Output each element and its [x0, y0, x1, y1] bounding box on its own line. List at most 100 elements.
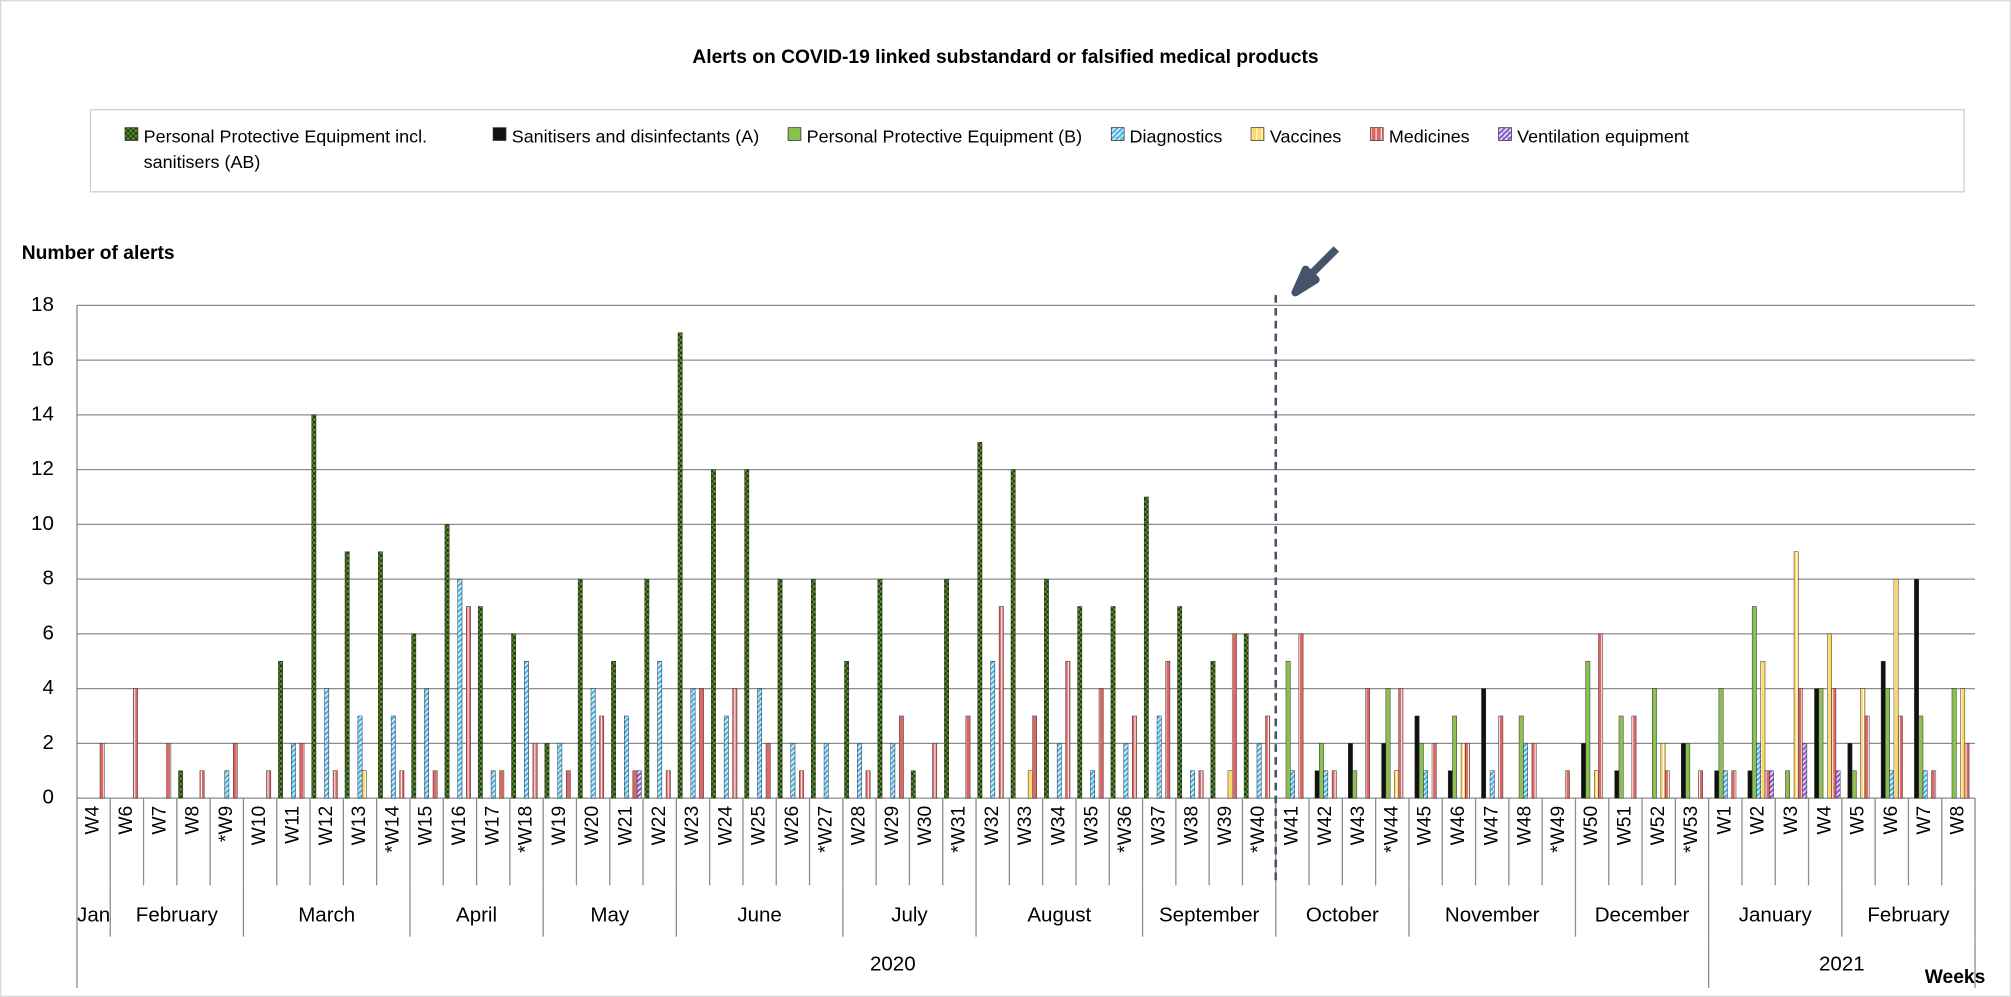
bar — [178, 770, 184, 799]
x-tick-label: *W53 — [1681, 806, 1702, 853]
bar — [657, 660, 663, 799]
bar — [1290, 770, 1295, 799]
bar — [1581, 743, 1586, 799]
bar — [723, 715, 729, 799]
x-tick-label: W43 — [1348, 806, 1369, 846]
bar — [1156, 715, 1162, 799]
bar — [599, 715, 605, 799]
x-tick-label: W33 — [1015, 806, 1036, 846]
bar — [1198, 770, 1204, 799]
bar — [1110, 606, 1116, 799]
bar — [1177, 606, 1183, 799]
x-tick-label: W47 — [1481, 806, 1502, 846]
legend-label: Ventilation equipment — [1517, 125, 1689, 147]
x-tick-label: W15 — [416, 806, 437, 846]
bar — [1831, 688, 1837, 799]
bar — [998, 606, 1004, 799]
bar — [511, 633, 517, 799]
month-label: December — [1595, 904, 1690, 927]
bar — [166, 743, 172, 799]
month-label: May — [590, 904, 629, 927]
bar — [1298, 633, 1304, 799]
bar — [357, 715, 363, 799]
bar — [1065, 660, 1071, 799]
bar — [1751, 606, 1757, 799]
bar — [823, 743, 829, 799]
bar — [1352, 770, 1358, 799]
bar — [1864, 715, 1870, 799]
x-tick-label: W38 — [1182, 806, 1203, 846]
bar — [432, 770, 438, 799]
bar — [311, 414, 317, 799]
bar — [1835, 770, 1841, 799]
x-tick-label: W23 — [682, 806, 703, 846]
year-label: 2020 — [870, 952, 916, 975]
bar — [744, 469, 750, 799]
bar — [1802, 743, 1808, 799]
x-tick-label: W30 — [915, 806, 936, 846]
bar — [1722, 770, 1728, 799]
legend-item: Sanitisers and disinfectants (A) — [492, 123, 759, 149]
bar — [1323, 770, 1329, 799]
x-tick-label: W8 — [183, 806, 204, 835]
bar — [332, 770, 338, 799]
x-tick-label: W25 — [749, 806, 770, 846]
bar — [1681, 743, 1686, 799]
x-tick-label: W29 — [882, 806, 903, 846]
bar — [1452, 715, 1458, 799]
x-tick-label: *W9 — [216, 806, 237, 842]
bar — [1531, 743, 1537, 799]
x-tick-label: W45 — [1415, 806, 1436, 846]
bar — [1518, 715, 1524, 799]
bar — [1897, 715, 1903, 799]
month-label: July — [891, 904, 928, 927]
bar — [532, 743, 538, 799]
bar — [1032, 715, 1037, 799]
bar — [1489, 770, 1495, 799]
bar — [399, 770, 405, 799]
bar — [477, 606, 483, 799]
bar — [424, 688, 429, 799]
bar — [1960, 688, 1966, 799]
bar — [1885, 688, 1890, 799]
bar — [1044, 578, 1049, 799]
month-label: January — [1739, 904, 1813, 927]
bar — [1718, 688, 1724, 799]
x-tick-label: W32 — [982, 806, 1003, 846]
x-tick-label: W21 — [615, 806, 636, 846]
y-tick-label: 18 — [31, 293, 54, 316]
bar — [1132, 715, 1137, 799]
legend-label: Personal Protective Equipment incl. sani… — [143, 125, 428, 172]
bar — [932, 743, 938, 799]
bar — [1564, 770, 1570, 799]
bar — [790, 743, 796, 799]
bar — [499, 770, 505, 799]
bar — [1227, 770, 1233, 799]
bar — [1394, 770, 1399, 799]
y-axis-label: Number of alerts — [22, 243, 175, 264]
bar — [1964, 743, 1970, 799]
bar — [898, 715, 904, 799]
bar — [590, 688, 596, 799]
month-label: Jan — [77, 904, 110, 927]
x-tick-label: W28 — [849, 806, 870, 846]
bar — [1922, 770, 1928, 799]
x-tick-label: W2 — [1748, 806, 1769, 835]
legend-label: Medicines — [1388, 125, 1470, 147]
bar — [324, 688, 330, 799]
x-tick-label: W17 — [482, 806, 503, 846]
bar — [1365, 688, 1370, 799]
bar — [1010, 469, 1016, 799]
bar — [890, 743, 896, 799]
bar — [1931, 770, 1937, 799]
bar — [1077, 606, 1083, 799]
bar — [378, 551, 383, 799]
legend-item: Medicines — [1369, 123, 1470, 149]
y-tick-label: 4 — [42, 676, 53, 699]
legend-swatch — [1250, 127, 1265, 141]
month-label: April — [456, 904, 497, 927]
y-tick-label: 16 — [31, 348, 54, 371]
bar — [1465, 743, 1470, 799]
month-label: February — [1867, 904, 1950, 927]
